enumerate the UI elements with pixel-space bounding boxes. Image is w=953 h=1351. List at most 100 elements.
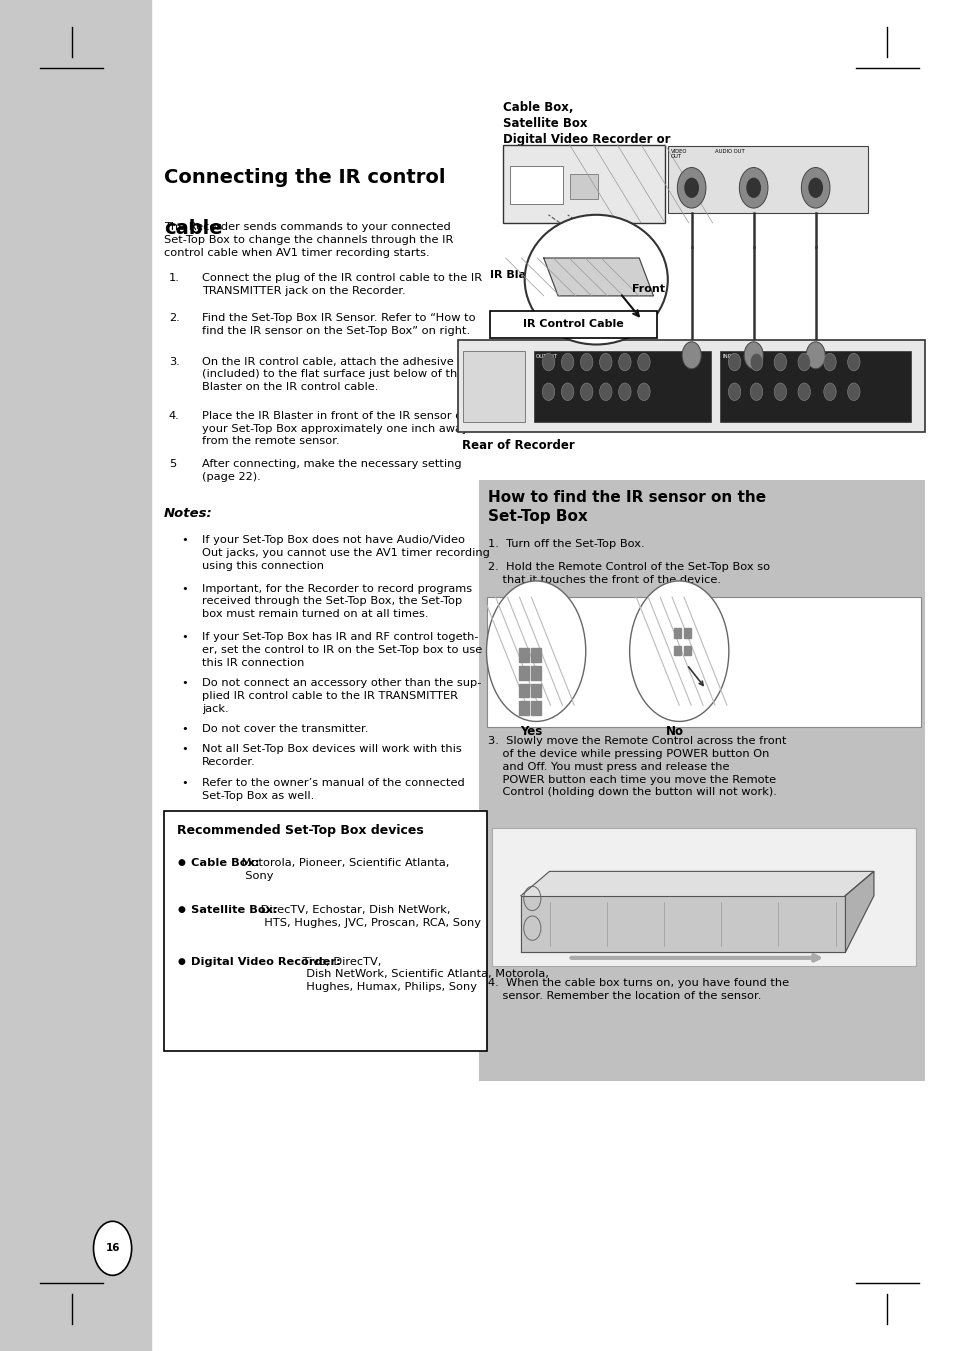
- Text: Important, for the Recorder to record programs
received through the Set-Top Box,: Important, for the Recorder to record pr…: [202, 584, 472, 619]
- Text: 16: 16: [105, 1243, 120, 1254]
- Circle shape: [774, 353, 785, 370]
- Circle shape: [739, 168, 767, 208]
- Circle shape: [822, 382, 835, 400]
- Bar: [486, 597, 920, 727]
- Bar: [674, 628, 680, 638]
- Text: 3.: 3.: [169, 357, 179, 366]
- Text: Do not connect an accessory other than the sup-
plied IR control cable to the IR: Do not connect an accessory other than t…: [202, 678, 481, 713]
- Circle shape: [681, 342, 700, 369]
- Circle shape: [801, 168, 829, 208]
- Circle shape: [598, 353, 612, 370]
- Text: Satellite Box:: Satellite Box:: [191, 905, 277, 915]
- Bar: [531, 666, 540, 680]
- Bar: [510, 166, 562, 204]
- Circle shape: [637, 353, 650, 370]
- Text: Yes: Yes: [519, 725, 542, 739]
- Text: Find the Set-Top Box IR Sensor. Refer to “How to
find the IR sensor on the Set-T: Find the Set-Top Box IR Sensor. Refer to…: [202, 313, 476, 336]
- Text: 2.  Hold the Remote Control of the Set-Top Box so
    that it touches the front : 2. Hold the Remote Control of the Set-To…: [488, 562, 770, 585]
- Text: IR Control Cable: IR Control Cable: [523, 319, 623, 330]
- Text: Digital Video Recorder:: Digital Video Recorder:: [191, 957, 340, 966]
- Bar: [534, 351, 710, 422]
- Text: •: •: [181, 632, 188, 642]
- Text: cable: cable: [164, 219, 222, 238]
- Polygon shape: [520, 871, 873, 896]
- Circle shape: [541, 353, 554, 370]
- Circle shape: [797, 353, 809, 370]
- Polygon shape: [543, 258, 653, 296]
- Circle shape: [774, 382, 785, 400]
- Text: •: •: [181, 744, 188, 754]
- Text: Notes:: Notes:: [164, 507, 213, 520]
- Circle shape: [618, 353, 631, 370]
- Circle shape: [749, 353, 762, 370]
- Polygon shape: [520, 896, 844, 952]
- Ellipse shape: [524, 215, 667, 345]
- Circle shape: [805, 342, 824, 369]
- Bar: [667, 146, 867, 213]
- Bar: [478, 480, 924, 1081]
- Text: How to find the IR sensor on the
Set-Top Box: How to find the IR sensor on the Set-Top…: [488, 490, 766, 524]
- Circle shape: [579, 382, 593, 400]
- Text: 5: 5: [169, 459, 176, 469]
- Bar: [683, 646, 690, 655]
- Text: VIDEO
OUT: VIDEO OUT: [670, 149, 686, 159]
- Circle shape: [541, 382, 554, 400]
- Circle shape: [560, 353, 573, 370]
- Bar: [518, 648, 528, 662]
- Text: ●: ●: [177, 957, 185, 966]
- Bar: [490, 311, 657, 338]
- Circle shape: [746, 178, 760, 197]
- Circle shape: [93, 1221, 132, 1275]
- Circle shape: [629, 581, 728, 721]
- Bar: [518, 666, 528, 680]
- Circle shape: [728, 382, 740, 400]
- Text: OUTPUT: OUTPUT: [536, 354, 558, 359]
- Text: Cable Box,
Satellite Box
Digital Video Recorder or
Other Set-Top Boxes: Cable Box, Satellite Box Digital Video R…: [502, 101, 670, 162]
- Circle shape: [579, 353, 593, 370]
- Bar: [492, 828, 915, 966]
- FancyArrowPatch shape: [688, 667, 702, 685]
- Text: ●: ●: [177, 858, 185, 867]
- Text: •: •: [181, 678, 188, 688]
- Text: DirecTV, Echostar, Dish NetWork,
  HTS, Hughes, JVC, Proscan, RCA, Sony: DirecTV, Echostar, Dish NetWork, HTS, Hu…: [256, 905, 480, 928]
- Text: Place the IR Blaster in front of the IR sensor on
your Set-Top Box approximately: Place the IR Blaster in front of the IR …: [202, 411, 469, 446]
- Bar: [457, 340, 924, 432]
- Bar: [164, 811, 486, 1051]
- Text: Not all Set-Top Box devices will work with this
Recorder.: Not all Set-Top Box devices will work wi…: [202, 744, 461, 767]
- Circle shape: [749, 382, 762, 400]
- Text: 3.  Slowly move the Remote Control across the front
    of the device while pres: 3. Slowly move the Remote Control across…: [488, 736, 786, 797]
- Text: Recommended Set-Top Box devices: Recommended Set-Top Box devices: [177, 824, 424, 838]
- Bar: [462, 351, 524, 422]
- Circle shape: [684, 178, 698, 197]
- Circle shape: [846, 353, 860, 370]
- Text: 4.  When the cable box turns on, you have found the
    sensor. Remember the loc: 4. When the cable box turns on, you have…: [488, 978, 789, 1001]
- Text: Rear of Recorder: Rear of Recorder: [461, 439, 574, 453]
- Text: Tivo, DirecTV,
  Dish NetWork, Scientific Atlanta, Motorola,
  Hughes, Humax, Ph: Tivo, DirecTV, Dish NetWork, Scientific …: [299, 957, 549, 992]
- Circle shape: [598, 382, 612, 400]
- Text: Refer to the owner’s manual of the connected
Set-Top Box as well.: Refer to the owner’s manual of the conne…: [202, 778, 464, 801]
- Text: Do not cover the transmitter.: Do not cover the transmitter.: [202, 724, 368, 734]
- Text: •: •: [181, 724, 188, 734]
- Text: Connect the plug of the IR control cable to the IR
TRANSMITTER jack on the Recor: Connect the plug of the IR control cable…: [202, 273, 482, 296]
- Circle shape: [728, 353, 740, 370]
- Polygon shape: [844, 871, 873, 952]
- Bar: [531, 648, 540, 662]
- Circle shape: [743, 342, 762, 369]
- Text: INPUT: INPUT: [721, 354, 738, 359]
- Bar: [569, 174, 598, 199]
- FancyArrowPatch shape: [571, 955, 818, 961]
- Circle shape: [822, 353, 835, 370]
- Bar: [674, 646, 680, 655]
- Text: ●: ●: [177, 905, 185, 915]
- Text: AUDIO OUT: AUDIO OUT: [715, 149, 744, 154]
- Circle shape: [486, 581, 585, 721]
- Text: If your Set-Top Box has IR and RF control togeth-
er, set the control to IR on t: If your Set-Top Box has IR and RF contro…: [202, 632, 482, 667]
- Circle shape: [677, 168, 705, 208]
- Text: •: •: [181, 778, 188, 788]
- Circle shape: [808, 178, 821, 197]
- Text: After connecting, make the necessary setting
(page 22).: After connecting, make the necessary set…: [202, 459, 461, 482]
- Bar: [683, 628, 690, 638]
- Text: Cable Box:: Cable Box:: [191, 858, 259, 867]
- FancyArrowPatch shape: [621, 296, 639, 316]
- Text: Motorola, Pioneer, Scientific Atlanta,
  Sony: Motorola, Pioneer, Scientific Atlanta, S…: [237, 858, 449, 881]
